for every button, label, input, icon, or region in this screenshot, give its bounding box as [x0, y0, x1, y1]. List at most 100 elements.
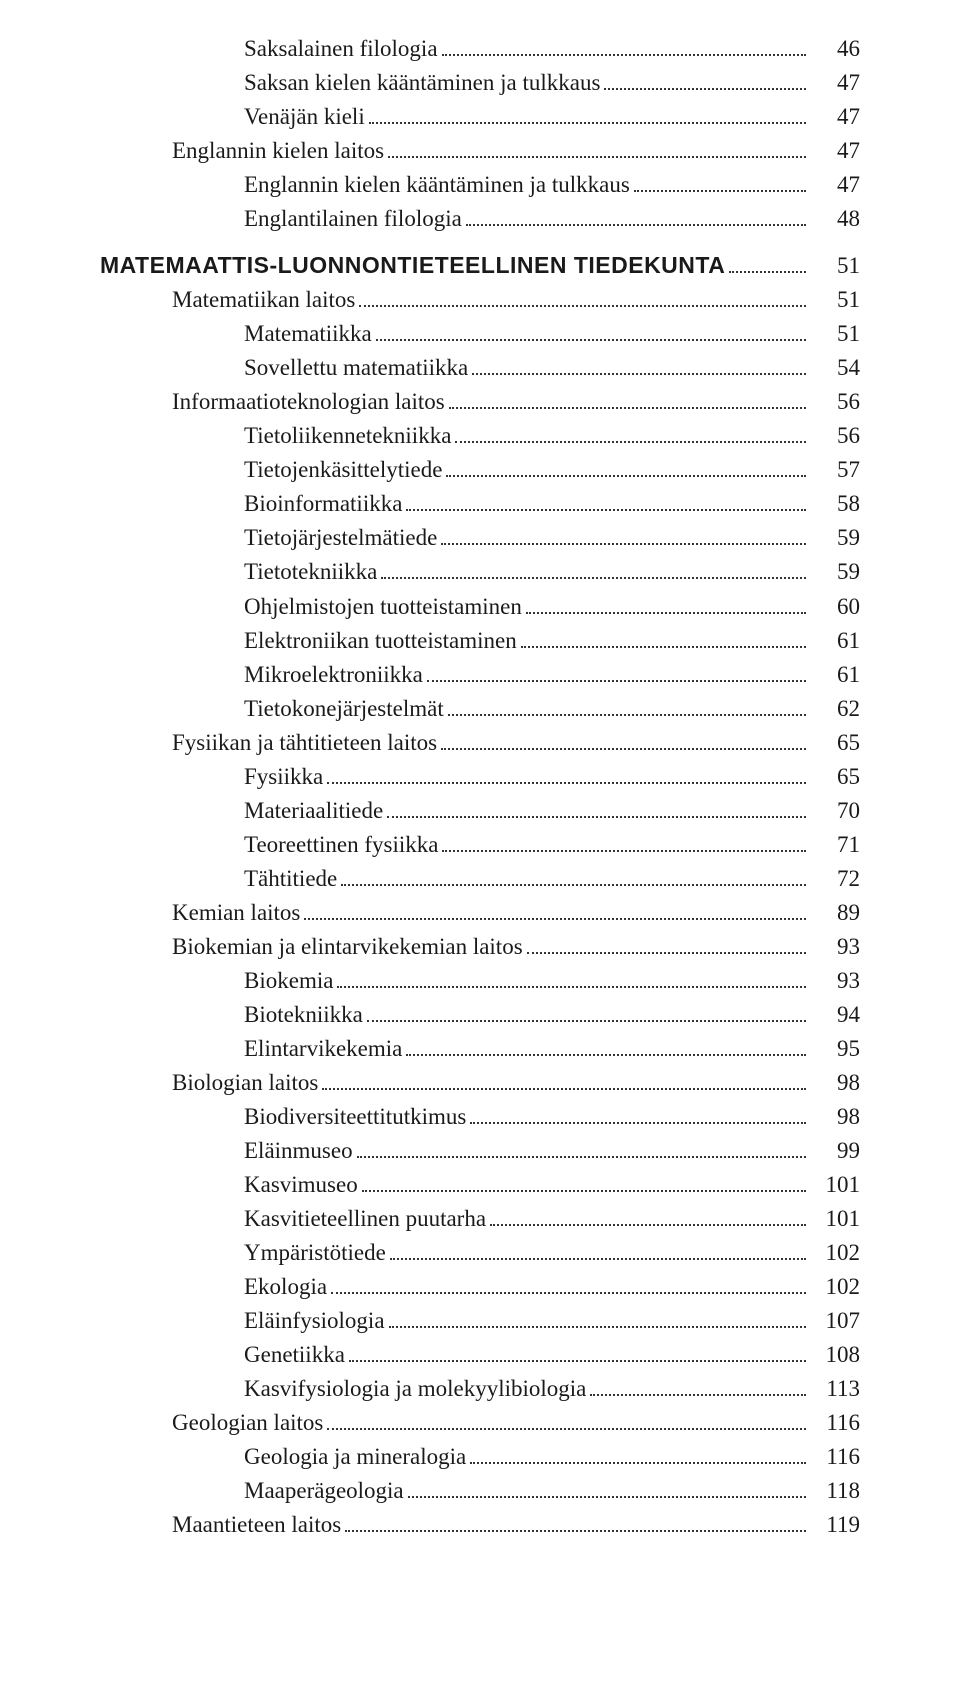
toc-dot-leader [367, 1020, 806, 1022]
toc-entry-label: Maantieteen laitos [172, 1508, 341, 1542]
toc-page-number: 46 [810, 32, 860, 66]
toc-entry-label: Kasvimuseo [244, 1168, 358, 1202]
toc-dot-leader [448, 714, 806, 716]
toc-page-number: 107 [810, 1304, 860, 1338]
toc-page-number: 99 [810, 1134, 860, 1168]
toc-entry-label: Tietotekniikka [244, 555, 377, 589]
toc-page-number: 108 [810, 1338, 860, 1372]
toc-entry-label: Eläinmuseo [244, 1134, 353, 1168]
toc-row: Kasvimuseo 101 [100, 1168, 860, 1202]
toc-page-number: 51 [810, 249, 860, 283]
toc-page-number: 57 [810, 453, 860, 487]
toc-dot-leader [472, 373, 806, 375]
toc-entry-label: Genetiikka [244, 1338, 345, 1372]
toc-page-number: 102 [810, 1270, 860, 1304]
toc-dot-leader [729, 271, 806, 273]
toc-dot-leader [357, 1156, 806, 1158]
toc-dot-leader [527, 952, 806, 954]
toc-dot-leader [349, 1360, 806, 1362]
toc-page-number: 101 [810, 1202, 860, 1236]
toc-row: Tietojärjestelmätiede59 [100, 521, 860, 555]
toc-page-number: 56 [810, 385, 860, 419]
toc-page-number: 118 [810, 1474, 860, 1508]
toc-page-number: 61 [810, 624, 860, 658]
toc-row: Mikroelektroniikka61 [100, 658, 860, 692]
toc-row: Materiaalitiede70 [100, 794, 860, 828]
toc-page-number: 60 [810, 590, 860, 624]
toc-entry-label: Matematiikan laitos [172, 283, 355, 317]
toc-entry-label: Geologian laitos [172, 1406, 323, 1440]
toc-page-number: 54 [810, 351, 860, 385]
toc-row: Eläinfysiologia107 [100, 1304, 860, 1338]
toc-page-number: 47 [810, 134, 860, 168]
toc-entry-label: Ekologia [244, 1270, 327, 1304]
toc-entry-label: Geologia ja mineralogia [244, 1440, 466, 1474]
toc-dot-leader [327, 782, 806, 784]
toc-page-number: 72 [810, 862, 860, 896]
toc-row: Biodiversiteettitutkimus 98 [100, 1100, 860, 1134]
toc-entry-label: Maaperägeologia [244, 1474, 404, 1508]
toc-row: Biotekniikka94 [100, 998, 860, 1032]
toc-page-number: 89 [810, 896, 860, 930]
toc-dot-leader [521, 646, 806, 648]
toc-page-number: 93 [810, 930, 860, 964]
toc-row: Englannin kielen laitos47 [100, 134, 860, 168]
toc-entry-label: Elintarvikekemia [244, 1032, 402, 1066]
toc-entry-label: Matematiikka [244, 317, 372, 351]
toc-entry-label: Mikroelektroniikka [244, 658, 423, 692]
toc-row: Matematiikan laitos 51 [100, 283, 860, 317]
toc-row: Biokemian ja elintarvikekemian laitos93 [100, 930, 860, 964]
toc-row: Eläinmuseo 99 [100, 1134, 860, 1168]
toc-dot-leader [455, 441, 806, 443]
toc-row: Fysiikan ja tähtitieteen laitos 65 [100, 726, 860, 760]
toc-dot-leader [337, 986, 806, 988]
toc-row: Venäjän kieli 47 [100, 100, 860, 134]
toc-entry-label: Ympäristötiede [244, 1236, 386, 1270]
toc-entry-label: Tietoliikennetekniikka [244, 419, 451, 453]
toc-dot-leader [345, 1530, 806, 1532]
toc-row: Bioinformatiikka58 [100, 487, 860, 521]
toc-entry-label: Elektroniikan tuotteistaminen [244, 624, 517, 658]
toc-entry-label: Teoreettinen fysiikka [244, 828, 438, 862]
toc-dot-leader [470, 1462, 806, 1464]
toc-row: Genetiikka 108 [100, 1338, 860, 1372]
toc-row: Ohjelmistojen tuotteistaminen60 [100, 590, 860, 624]
toc-dot-leader [341, 884, 806, 886]
toc-row: Tietojenkäsittelytiede57 [100, 453, 860, 487]
toc-dot-leader [408, 1496, 806, 1498]
toc-row: Tietokonejärjestelmät62 [100, 692, 860, 726]
toc-row: Biokemia 93 [100, 964, 860, 998]
toc-page-number: 65 [810, 726, 860, 760]
toc-entry-label: Bioinformatiikka [244, 487, 402, 521]
toc-dot-leader [331, 1292, 806, 1294]
toc-row: Maantieteen laitos119 [100, 1508, 860, 1542]
toc-row: Englannin kielen kääntäminen ja tulkkaus… [100, 168, 860, 202]
toc-page-number: 98 [810, 1100, 860, 1134]
toc-page-number: 71 [810, 828, 860, 862]
toc-page: Saksalainen filologia46Saksan kielen kää… [0, 0, 960, 1691]
toc-section-heading: MATEMAATTIS-LUONNONTIETEELLINEN TIEDEKUN… [100, 248, 725, 282]
toc-page-number: 51 [810, 283, 860, 317]
toc-page-number: 51 [810, 317, 860, 351]
toc-dot-leader [376, 339, 806, 341]
toc-row: Tietotekniikka59 [100, 555, 860, 589]
toc-entry-label: Kasvitieteellinen puutarha [244, 1202, 486, 1236]
toc-row: Geologian laitos116 [100, 1406, 860, 1440]
toc-entry-label: Biokemia [244, 964, 333, 998]
toc-entry-label: Biotekniikka [244, 998, 363, 1032]
toc-row: Elintarvikekemia95 [100, 1032, 860, 1066]
toc-row: Ekologia 102 [100, 1270, 860, 1304]
toc-entry-label: Saksalainen filologia [244, 32, 438, 66]
toc-entry-label: Fysiikan ja tähtitieteen laitos [172, 726, 437, 760]
toc-row: Ympäristötiede102 [100, 1236, 860, 1270]
toc-page-number: 93 [810, 964, 860, 998]
toc-row: Maaperägeologia 118 [100, 1474, 860, 1508]
toc-entry-label: Venäjän kieli [244, 100, 365, 134]
toc-dot-leader [604, 88, 806, 90]
toc-page-number: 101 [810, 1168, 860, 1202]
toc-entry-label: Biodiversiteettitutkimus [244, 1100, 466, 1134]
toc-page-number: 47 [810, 100, 860, 134]
toc-page-number: 48 [810, 202, 860, 236]
toc-entry-label: Biologian laitos [172, 1066, 318, 1100]
toc-row: Biologian laitos98 [100, 1066, 860, 1100]
